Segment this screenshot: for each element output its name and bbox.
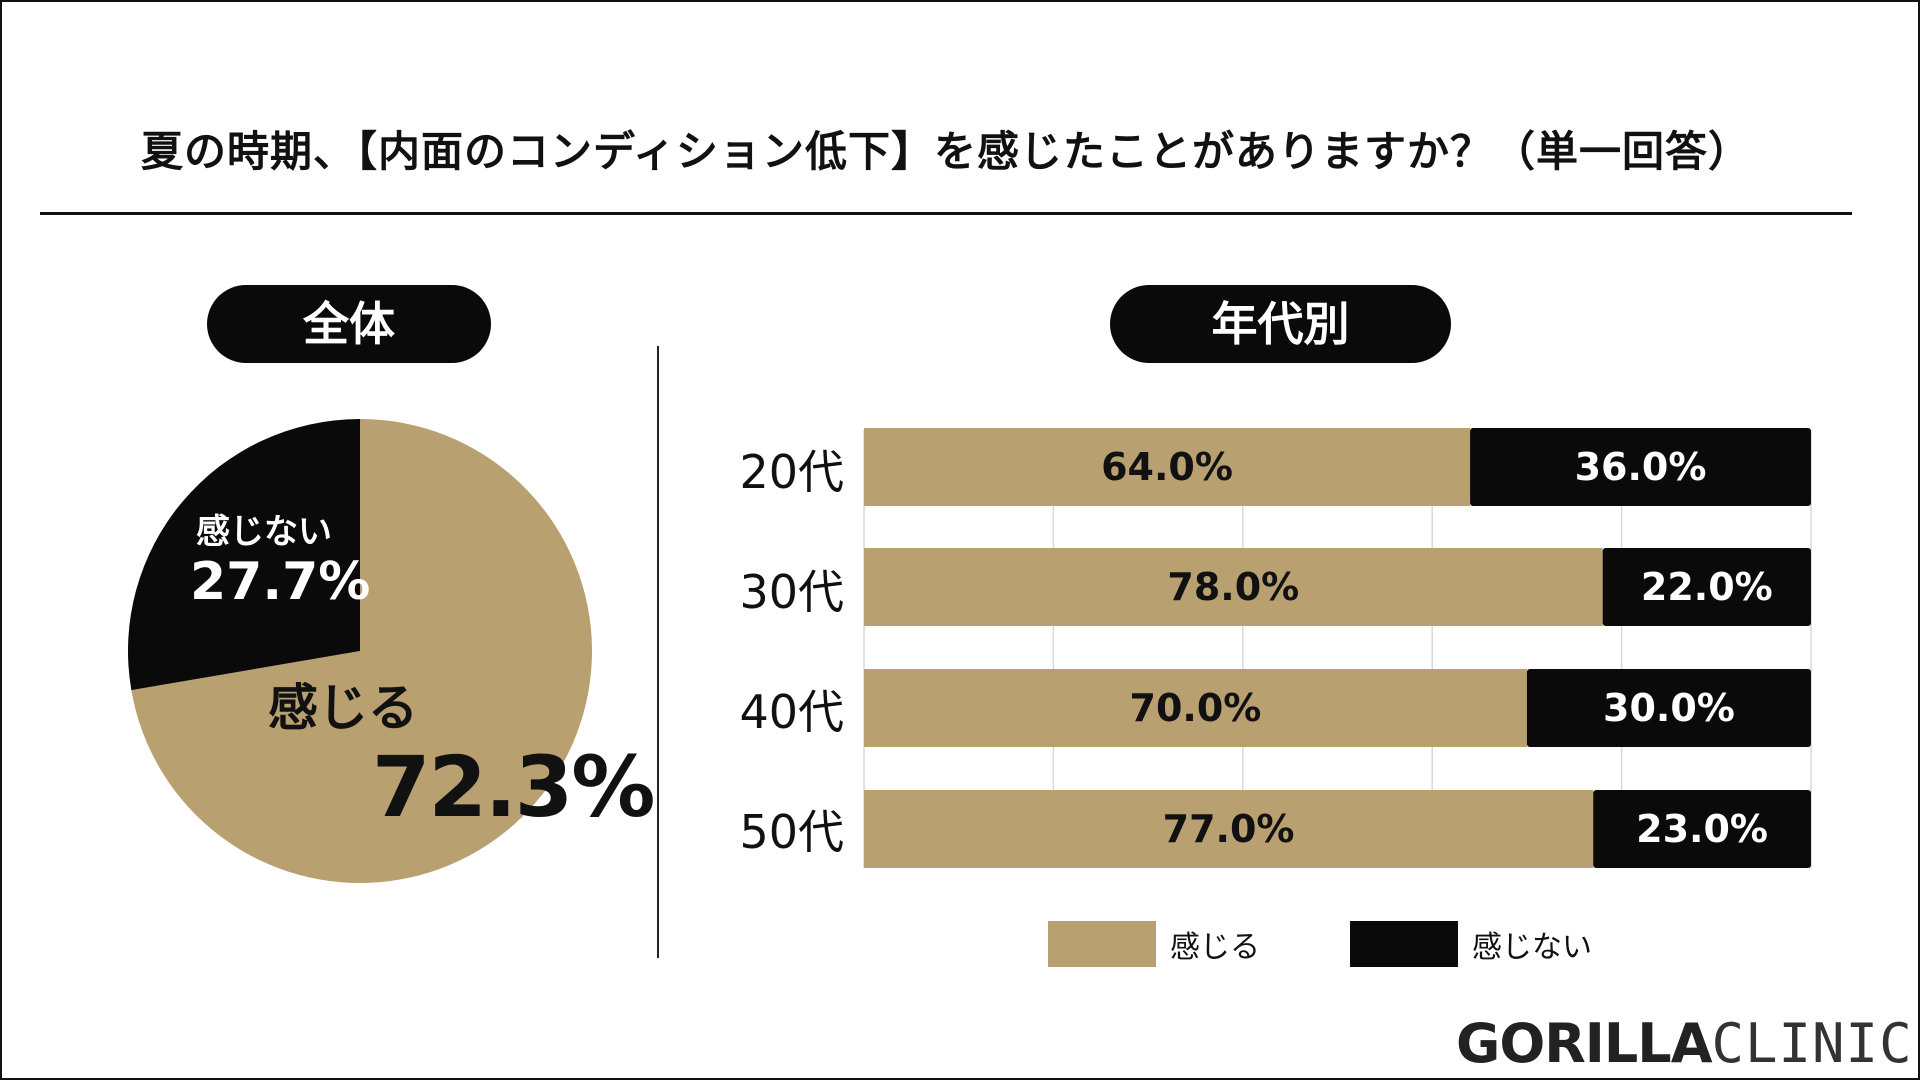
legend-label-feel: 感じる bbox=[1170, 930, 1260, 965]
legend-label-notfeel: 感じない bbox=[1472, 930, 1592, 965]
pie-slice-feel bbox=[131, 419, 593, 883]
bar-feel bbox=[864, 669, 1527, 747]
bar-label-feel: 78.0% bbox=[1167, 565, 1299, 609]
overall-heading: 全体 bbox=[207, 285, 491, 363]
logo-bold-text: GORILLA bbox=[1456, 1012, 1713, 1075]
category-label: 30代 bbox=[739, 565, 844, 619]
bar-label-feel: 77.0% bbox=[1163, 807, 1295, 851]
brand-logo: GORILLACLINIC bbox=[1456, 1012, 1913, 1076]
pie-label-notfeel-value: 27.7% bbox=[190, 552, 371, 612]
bar-label-feel: 64.0% bbox=[1101, 445, 1233, 489]
bar-notfeel bbox=[1526, 669, 1811, 747]
bar-label-notfeel: 23.0% bbox=[1636, 807, 1768, 851]
bar-label-notfeel: 30.0% bbox=[1603, 686, 1735, 730]
pie-label-feel-name: 感じる bbox=[268, 679, 418, 737]
legend-swatch-notfeel bbox=[1350, 921, 1458, 967]
bar-feel bbox=[864, 428, 1471, 506]
bar-label-notfeel: 22.0% bbox=[1641, 565, 1773, 609]
category-label: 40代 bbox=[739, 685, 844, 739]
age-heading: 年代別 bbox=[1110, 285, 1451, 363]
bar-feel bbox=[864, 790, 1594, 868]
section-divider bbox=[657, 346, 659, 958]
bar-feel bbox=[864, 548, 1603, 626]
pie-label-notfeel-name: 感じない bbox=[196, 512, 332, 552]
pie-label-feel-value: 72.3% bbox=[372, 738, 655, 836]
chart-title: 夏の時期、【内面のコンディション低下】を感じたことがありますか？（単一回答） bbox=[140, 127, 1752, 176]
pie-slice-notfeel bbox=[127, 419, 360, 691]
category-label: 50代 bbox=[739, 805, 844, 859]
bar-notfeel bbox=[1470, 428, 1811, 506]
category-label: 20代 bbox=[739, 445, 844, 499]
bar-notfeel bbox=[1593, 790, 1811, 868]
bar-label-feel: 70.0% bbox=[1130, 686, 1262, 730]
bar-label-notfeel: 36.0% bbox=[1575, 445, 1707, 489]
bar-notfeel bbox=[1602, 548, 1811, 626]
logo-light-text: CLINIC bbox=[1711, 1012, 1913, 1075]
title-divider bbox=[40, 212, 1852, 215]
legend-swatch-feel bbox=[1048, 921, 1156, 967]
